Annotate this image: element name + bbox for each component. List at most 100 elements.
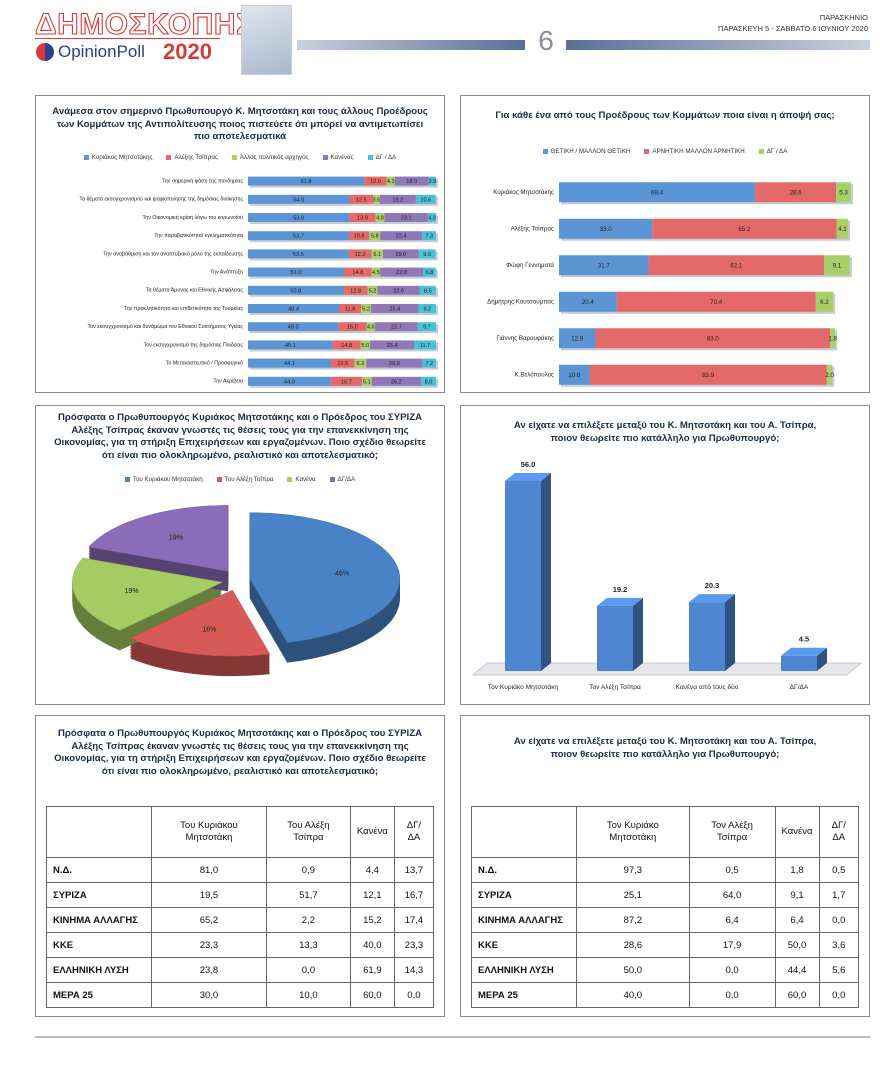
chart: 46% 16% 19% 19% — [72, 505, 401, 677]
cell: 97,3 — [576, 857, 690, 883]
legend-item: ΘΕΤΙΚΗ / ΜΑΛΛΟΝ ΘΕΤΙΚΗ — [542, 148, 630, 155]
bar-segment — [418, 249, 436, 259]
bar-segment — [248, 267, 344, 277]
chart-panel: Για κάθε ένα από τους Προέδρους των Κομμ… — [460, 95, 870, 393]
table-row: ΚΙΝΗΜΑ ΑΛΛΑΓΗΣ 65,2 2,2 15,2 17,4 — [46, 907, 435, 933]
row-label: ΕΛΛΗΝΙΚΗ ΛΥΣΗ — [46, 957, 152, 983]
bar-top — [597, 597, 643, 606]
column-header: Του Αλέξη Τσίπρα — [265, 806, 351, 858]
row-label: ΜΕΡΑ 25 — [471, 982, 577, 1008]
legend-swatch — [231, 154, 237, 160]
bar-segment — [379, 194, 416, 204]
bar-segment — [248, 249, 349, 259]
legend-label: ΑΡΝΗΤΙΚΗ ΜΑΛΛΟΝ ΑΡΝΗΤΙΚΗ — [652, 148, 745, 155]
cell: 23,3 — [151, 932, 267, 958]
value-label: 5.8 — [371, 234, 379, 240]
table-title: Αν είχατε να επιλέξετε μεταξύ του Κ. Μητ… — [513, 736, 817, 760]
bar-segment — [595, 328, 831, 349]
footer-rule — [35, 1036, 870, 1038]
value-label: 69.4 — [651, 189, 664, 196]
value-label: 5.1 — [363, 379, 371, 385]
bar-segment — [414, 340, 436, 350]
cell: 25,1 — [576, 882, 690, 908]
bar-segment — [836, 218, 849, 239]
legend: ΘΕΤΙΚΗ / ΜΑΛΛΟΝ ΘΕΤΙΚΗ ΑΡΝΗΤΙΚΗ ΜΑΛΛΟΝ ΑΡ… — [461, 148, 869, 155]
value-label: 6.8 — [426, 270, 434, 276]
column-header: Του Κυριάκου Μητσοτάκη — [151, 806, 267, 858]
bar-side — [817, 647, 827, 671]
bar-segment — [616, 291, 816, 312]
table-row: ΚΚΕ 28,6 17,9 50,0 3,6 — [471, 932, 859, 958]
brand-icon — [36, 43, 54, 61]
value-label: 5.2 — [362, 306, 370, 312]
table: Του Κυριάκου Μητσοτάκη Του Αλέξη Τσίπρα Κα… — [46, 806, 435, 1008]
value-label: 3.6 — [373, 197, 381, 203]
bar-segment — [427, 213, 436, 222]
bar — [597, 605, 633, 671]
legend-item: Του Κυριάκου Μητσοτάκη — [124, 476, 203, 483]
table-corner — [471, 806, 577, 858]
value-label: 19.2 — [613, 585, 628, 594]
value-label: 12.6 — [337, 361, 348, 367]
brand: OpinionPoll — [58, 42, 145, 61]
bar — [689, 602, 725, 671]
value-label: 22.4 — [396, 234, 407, 240]
legend-swatch — [758, 148, 764, 154]
value-label: 70.4 — [710, 299, 723, 306]
value-label: 5.2 — [369, 288, 377, 294]
value-label: 6.2 — [820, 299, 829, 306]
cell: 0,0 — [818, 982, 859, 1008]
bar-segment — [836, 182, 851, 203]
chart: Κυριάκος Μητσοτάκης 69.4 28.6 5.3 Αλέξης Τσί… — [487, 182, 853, 387]
bar-segment — [428, 176, 436, 186]
category-label: Την σημερινή φάση της πανδημίας — [162, 178, 244, 185]
row-label: ΚΙΝΗΜΑ ΑΛΛΑΓΗΣ — [471, 907, 577, 933]
cell: 0,0 — [688, 957, 776, 983]
bar-segment — [338, 322, 367, 332]
row-label: ΣΥΡΙΖΑ — [46, 882, 152, 908]
bar-segment — [248, 376, 331, 386]
row-label: Ν.Δ. — [46, 857, 152, 883]
value-label: 9.7 — [423, 325, 431, 331]
value-label: 22.7 — [391, 325, 402, 331]
value-label: 4.5 — [799, 635, 809, 644]
bar-segment — [248, 176, 365, 186]
cell: 40,0 — [349, 932, 395, 958]
column-header: Κανένα — [349, 806, 395, 858]
category-label: ΔΓ/ΔΑ — [790, 684, 809, 691]
legend-item: Κανένας — [322, 154, 354, 161]
legend-label: Του Αλέξη Τσίπρα — [224, 476, 274, 483]
table-row: Ν.Δ. 81,0 0,9 4,4 13,7 — [46, 857, 435, 883]
category-label: Την παραβατικότητα/ εγκληματικότητα — [154, 232, 243, 239]
value-label: 4.3 — [387, 179, 395, 185]
legend-label: Κανένα — [295, 476, 316, 483]
value-label: 7.3 — [425, 234, 433, 240]
table: Τον Κυριάκο Μητσοτάκη Τον Αλέξη Τσίπρα Καν… — [471, 806, 859, 1008]
row-label: Ν.Δ. — [471, 857, 577, 883]
legend-swatch — [124, 476, 130, 482]
legend: Του Κυριάκου Μητσοτάκη Του Αλέξη Τσίπρα Κα… — [36, 476, 444, 483]
table-row: Ν.Δ. 97,3 0,5 1,8 0,5 — [471, 857, 859, 883]
value-label: 4.1 — [838, 226, 847, 233]
value-label: 56.0 — [521, 460, 536, 469]
bar-segment — [354, 358, 367, 368]
legend-item: Κανένα — [287, 476, 316, 483]
column-header: Τον Αλέξη Τσίπρα — [688, 806, 776, 858]
value-label: 2.0 — [825, 372, 834, 379]
table-row: ΣΥΡΙΖΑ 25,1 64,0 9,1 1,7 — [471, 882, 859, 908]
cell: 2,2 — [265, 907, 351, 933]
category-label: Την αναβάθμιση και τον αναπτυξιακό ρόλο … — [103, 250, 243, 257]
bar-segment — [422, 231, 436, 241]
chart: Την σημερινή φάση της πανδημίας 61.8 12.0 4… — [79, 176, 438, 388]
value-label: 14.8 — [352, 270, 363, 276]
value-label: 44.0 — [284, 379, 295, 385]
value-label: 7.2 — [425, 361, 433, 367]
category-label: Την Οικονομική κρίση λόγω του κορωνοϊού — [142, 214, 243, 221]
category-label: Φώφη Γεννηματά — [506, 262, 554, 269]
value-label: 12.0 — [370, 179, 381, 185]
value-label: 3.9 — [428, 179, 436, 185]
table-header-row: Τον Κυριάκο Μητσοτάκη Τον Αλέξη Τσίπρα Καν… — [471, 806, 859, 858]
value-label: 45.1 — [285, 343, 296, 349]
legend-label: ΔΓ/ΔΑ — [337, 476, 356, 483]
value-label: 61.8 — [301, 179, 312, 185]
